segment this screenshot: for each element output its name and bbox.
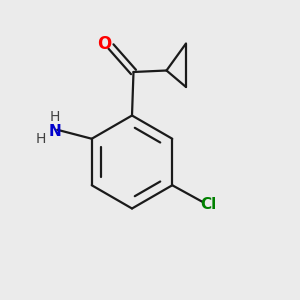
Text: H: H <box>35 132 46 146</box>
Text: O: O <box>97 35 112 53</box>
Text: Cl: Cl <box>201 197 217 212</box>
Text: N: N <box>49 124 61 139</box>
Text: H: H <box>50 110 60 124</box>
